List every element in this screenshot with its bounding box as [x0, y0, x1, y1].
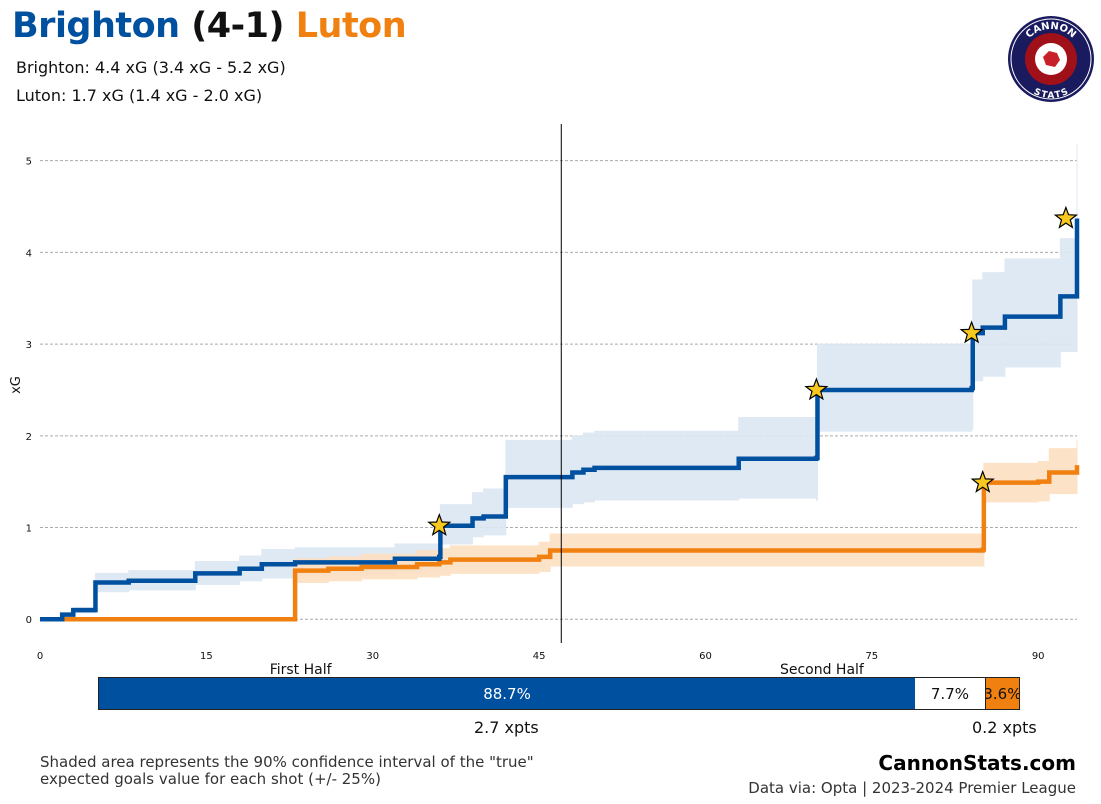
period-label: First Half [270, 662, 333, 678]
home-team-name: Brighton [12, 6, 180, 46]
brighton-goal-star-icon [427, 512, 452, 537]
x-tick-label: 90 [1032, 651, 1045, 662]
svg-text:STATS: STATS [1032, 87, 1070, 101]
luton-xg-line [40, 465, 1080, 622]
score: (4-1) [191, 6, 285, 46]
home-xg-summary: Brighton: 4.4 xG (3.4 xG - 5.2 xG) [16, 58, 286, 77]
x-tick-label: 30 [366, 651, 379, 662]
y-tick-label: 5 [26, 157, 32, 168]
goal-markers [427, 205, 1079, 537]
away-xpts: 0.2 xpts [972, 718, 1037, 737]
away-team-name: Luton [295, 6, 407, 46]
confidence-bands [40, 144, 1078, 620]
brighton-goal-star-icon [1053, 205, 1079, 229]
y-tick-label: 0 [26, 615, 32, 626]
xg-lines [40, 218, 1080, 622]
footnote: Shaded area represents the 90% confidenc… [40, 753, 534, 788]
win-probability-bar: 88.7% 7.7% 3.6% [98, 677, 1020, 710]
luton-confidence-band [40, 439, 1078, 620]
y-axis-label: xG [9, 376, 24, 394]
draw-probability: 7.7% [915, 678, 986, 709]
away-xg-summary: Luton: 1.7 xG (1.4 xG - 2.0 xG) [16, 86, 263, 105]
home-win-probability: 88.7% [99, 678, 916, 709]
brighton-goal-star-icon [804, 377, 829, 401]
y-tick-label: 4 [26, 248, 32, 259]
match-title: Brighton (4-1) Luton [12, 6, 407, 46]
data-source: Data via: Opta | 2023-2024 Premier Leagu… [748, 779, 1076, 797]
y-tick-label: 3 [26, 340, 32, 351]
brand-link[interactable]: CannonStats.com [878, 751, 1076, 775]
x-tick-label: 75 [865, 651, 878, 662]
logo-bottom-text: STATS [1032, 87, 1070, 101]
x-tick-label: 15 [200, 651, 213, 662]
period-label: Second Half [780, 662, 865, 678]
brighton-goal-star-icon [959, 320, 984, 344]
x-tick-label: 60 [699, 651, 712, 662]
y-tick-label: 1 [26, 524, 32, 535]
x-tick-label: 45 [533, 651, 546, 662]
cannon-stats-logo: CANNON STATS [1008, 16, 1094, 102]
away-win-probability: 3.6% [985, 678, 1019, 709]
y-tick-label: 2 [26, 432, 32, 443]
brighton-xg-line [40, 218, 1080, 622]
home-xpts: 2.7 xpts [474, 718, 539, 737]
x-tick-label: 0 [37, 651, 43, 662]
luton-goal-star-icon [970, 469, 995, 493]
